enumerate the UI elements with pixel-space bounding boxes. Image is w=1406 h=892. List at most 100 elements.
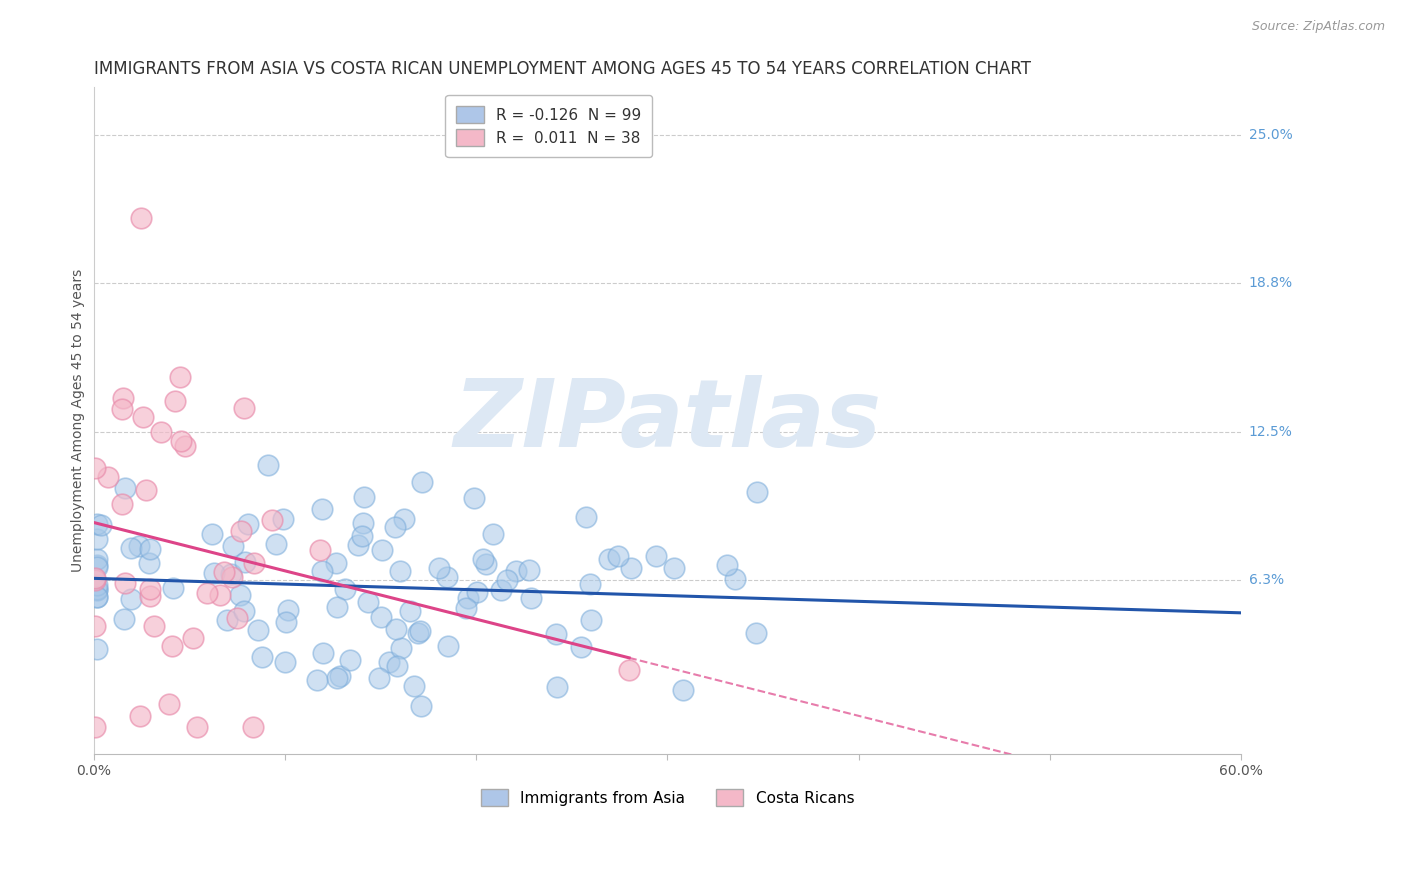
- Point: [217, 613, 239, 627]
- Text: ZIPatlas: ZIPatlas: [453, 375, 882, 467]
- Point: [181, 631, 204, 645]
- Point: [84, 461, 107, 475]
- Point: [225, 610, 247, 624]
- Point: [350, 529, 373, 543]
- Point: [139, 541, 162, 556]
- Point: [112, 612, 135, 626]
- Point: [86, 578, 108, 592]
- Point: [463, 491, 485, 506]
- Text: IMMIGRANTS FROM ASIA VS COSTA RICAN UNEMPLOYMENT AMONG AGES 45 TO 54 YEARS CORRE: IMMIGRANTS FROM ASIA VS COSTA RICAN UNEM…: [94, 60, 1031, 78]
- Point: [157, 697, 180, 711]
- Point: [271, 512, 294, 526]
- Point: [411, 475, 433, 489]
- Point: [312, 646, 335, 660]
- Point: [517, 563, 540, 577]
- Point: [266, 537, 288, 551]
- Point: [114, 576, 136, 591]
- Point: [378, 655, 401, 669]
- Point: [84, 571, 107, 585]
- Point: [246, 623, 269, 637]
- Point: [221, 569, 243, 583]
- Point: [260, 512, 283, 526]
- Point: [406, 626, 429, 640]
- Point: [311, 564, 333, 578]
- Point: [139, 589, 162, 603]
- Point: [143, 618, 166, 632]
- Point: [170, 434, 193, 448]
- Point: [329, 668, 352, 682]
- Point: [745, 626, 768, 640]
- Point: [86, 516, 108, 531]
- Point: [367, 671, 389, 685]
- Point: [97, 469, 120, 483]
- Point: [311, 502, 333, 516]
- Point: [389, 640, 412, 655]
- Text: 25.0%: 25.0%: [1249, 128, 1292, 142]
- Point: [209, 588, 232, 602]
- Point: [243, 556, 266, 570]
- Point: [139, 582, 162, 596]
- Point: [86, 582, 108, 596]
- Point: [86, 582, 108, 597]
- Point: [236, 516, 259, 531]
- Point: [371, 542, 394, 557]
- Point: [128, 540, 150, 554]
- Point: [84, 573, 107, 587]
- Point: [546, 680, 568, 694]
- Point: [326, 599, 349, 614]
- Point: [309, 542, 332, 557]
- Point: [305, 673, 328, 687]
- Point: [204, 566, 226, 581]
- Point: [357, 594, 380, 608]
- Point: [201, 526, 224, 541]
- Point: [242, 720, 264, 734]
- Point: [404, 679, 426, 693]
- Point: [86, 552, 108, 566]
- Text: 12.5%: 12.5%: [1249, 425, 1292, 440]
- Point: [165, 394, 187, 409]
- Point: [352, 516, 374, 531]
- Point: [229, 524, 252, 538]
- Point: [581, 613, 603, 627]
- Point: [353, 490, 375, 504]
- Point: [128, 708, 150, 723]
- Point: [474, 557, 496, 571]
- Point: [389, 564, 412, 578]
- Point: [186, 720, 208, 734]
- Point: [569, 640, 592, 655]
- Point: [520, 591, 543, 605]
- Point: [339, 653, 361, 667]
- Point: [385, 622, 408, 636]
- Point: [495, 574, 517, 588]
- Point: [481, 527, 503, 541]
- Point: [86, 559, 108, 574]
- Point: [408, 624, 430, 639]
- Point: [195, 586, 218, 600]
- Point: [436, 640, 458, 654]
- Point: [409, 699, 432, 714]
- Point: [84, 619, 107, 633]
- Point: [436, 570, 458, 584]
- Point: [489, 582, 512, 597]
- Point: [112, 391, 135, 405]
- Point: [333, 582, 356, 596]
- Point: [257, 458, 280, 473]
- Point: [86, 558, 108, 573]
- Point: [471, 552, 494, 566]
- Point: [135, 483, 157, 497]
- Point: [84, 720, 107, 734]
- Legend: Immigrants from Asia, Costa Ricans: Immigrants from Asia, Costa Ricans: [474, 782, 860, 813]
- Point: [114, 481, 136, 495]
- Point: [174, 439, 197, 453]
- Point: [607, 549, 630, 563]
- Point: [219, 567, 242, 582]
- Point: [716, 558, 738, 572]
- Point: [86, 533, 108, 547]
- Point: [276, 615, 298, 629]
- Point: [276, 603, 298, 617]
- Point: [138, 556, 160, 570]
- Point: [120, 592, 142, 607]
- Point: [86, 590, 108, 604]
- Point: [724, 572, 747, 586]
- Point: [232, 401, 254, 415]
